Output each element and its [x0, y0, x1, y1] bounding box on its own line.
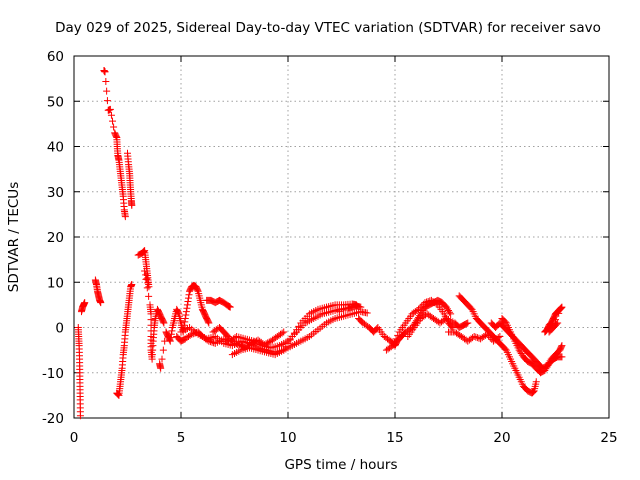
- data-point: [183, 308, 190, 315]
- y-tick-label: 40: [47, 140, 64, 156]
- series-rising-branch: [113, 281, 135, 399]
- y-tick-label: 0: [55, 321, 64, 337]
- series-late-22-23: [541, 304, 565, 336]
- series-late-18-20: [456, 292, 540, 396]
- data-point: [182, 312, 189, 319]
- chart-title: Day 029 of 2025, Sidereal Day-to-day VTE…: [55, 20, 601, 36]
- series-burst-3h: [135, 247, 213, 372]
- series-early-negative: [75, 324, 84, 419]
- x-tick-label: 5: [177, 430, 186, 446]
- x-tick-label: 10: [279, 430, 296, 446]
- x-tick-label: 25: [600, 430, 617, 446]
- data-point: [102, 68, 109, 75]
- y-tick-label: -10: [42, 366, 64, 382]
- data-point: [472, 334, 479, 341]
- data-point: [122, 213, 129, 220]
- y-tick-label: 60: [47, 49, 64, 65]
- data-point: [160, 347, 167, 354]
- data-point: [184, 301, 191, 308]
- series-early-peak: [92, 67, 135, 306]
- x-axis-label: GPS time / hours: [284, 457, 397, 473]
- series-arc-7h: [203, 297, 234, 311]
- data-points: [75, 67, 566, 419]
- data-point: [109, 118, 116, 125]
- data-point: [364, 310, 371, 317]
- y-axis-tick-labels: -20 -10 0 10 20 30 40 50 60: [42, 49, 64, 427]
- data-point: [143, 275, 150, 282]
- y-tick-label: -20: [42, 411, 64, 427]
- data-point: [103, 88, 110, 95]
- data-point: [145, 293, 152, 300]
- data-point: [185, 295, 192, 302]
- x-tick-label: 15: [386, 430, 403, 446]
- x-axis-tick-labels: 0 5 10 15 20 25: [70, 430, 618, 446]
- data-point: [186, 291, 193, 298]
- y-axis-label: SDTVAR / TECUs: [6, 182, 22, 292]
- y-tick-label: 10: [47, 275, 64, 291]
- data-point: [110, 124, 117, 131]
- data-point: [183, 305, 190, 312]
- y-tick-label: 50: [47, 94, 64, 110]
- series-early-low: [78, 299, 88, 315]
- y-tick-label: 30: [47, 185, 64, 201]
- x-tick-label: 20: [493, 430, 510, 446]
- data-point: [115, 391, 122, 398]
- data-point: [475, 335, 482, 342]
- data-point: [104, 97, 111, 104]
- data-point: [114, 391, 121, 398]
- x-tick-label: 0: [70, 430, 79, 446]
- data-point: [102, 78, 109, 85]
- data-point: [184, 298, 191, 305]
- data-point: [144, 284, 151, 291]
- series-late-17-19: [445, 329, 503, 345]
- y-tick-label: 20: [47, 230, 64, 246]
- sdtvar-chart: Day 029 of 2025, Sidereal Day-to-day VTE…: [0, 0, 640, 480]
